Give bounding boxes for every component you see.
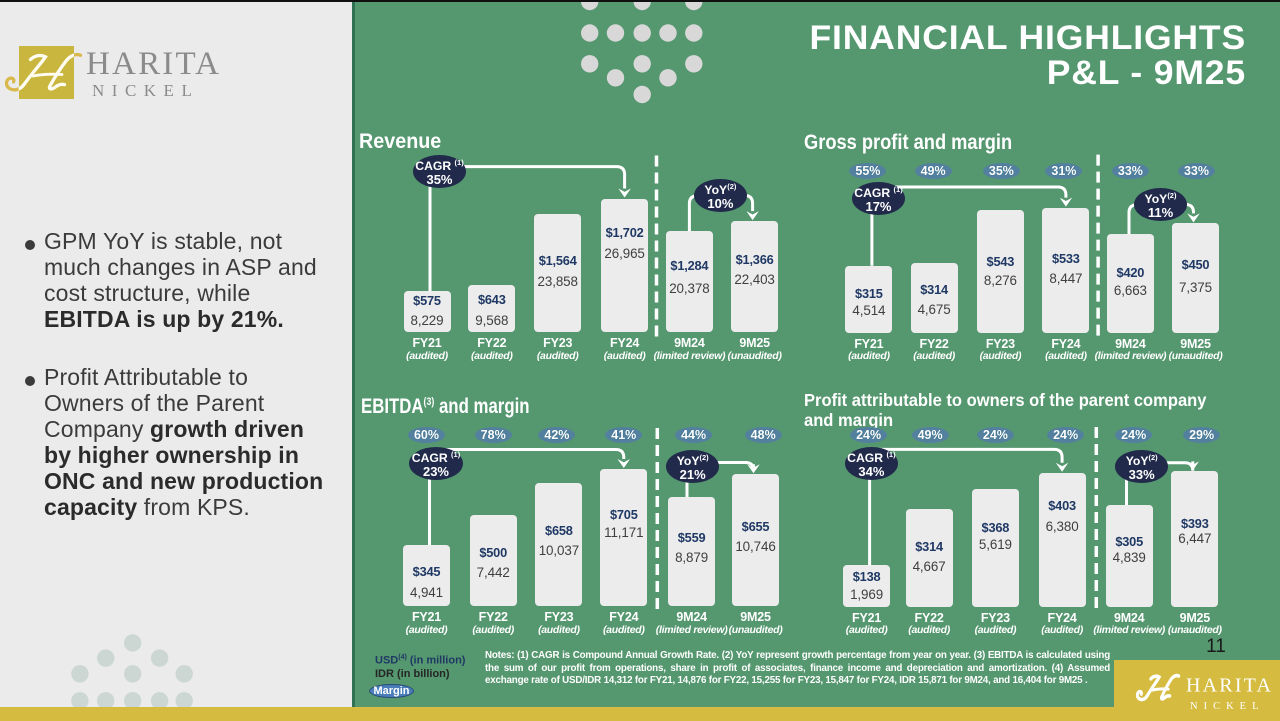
svg-text:HARITA: HARITA <box>1186 675 1273 697</box>
svg-text:NICKEL: NICKEL <box>1190 701 1265 712</box>
